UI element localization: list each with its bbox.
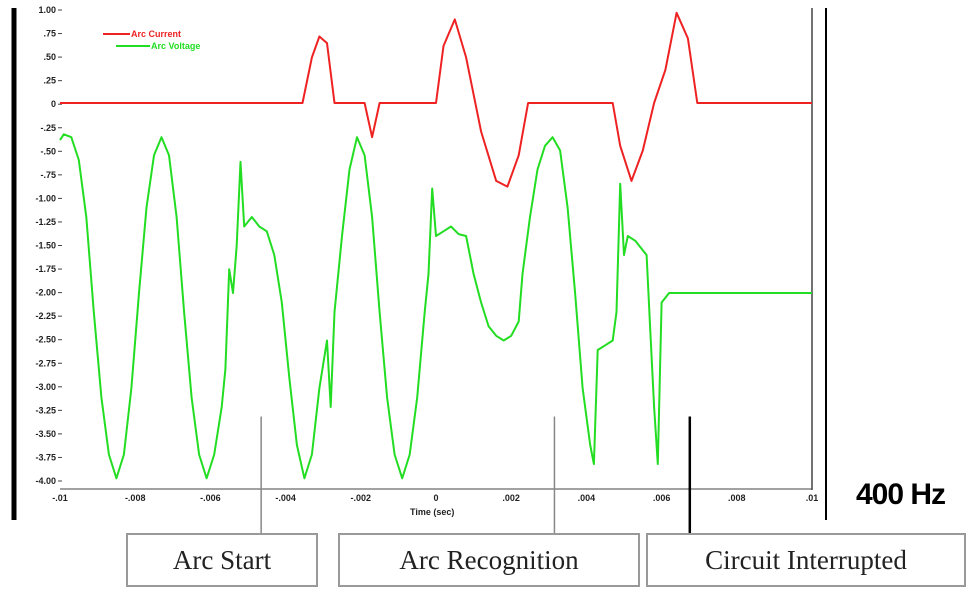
y-tick-label: -1.75 [35, 264, 56, 274]
phase-arc-start: Arc Start [126, 533, 318, 587]
phase-circuit-interrupted: Circuit Interrupted [646, 533, 966, 587]
legend-label-voltage: Arc Voltage [151, 41, 200, 51]
y-tick-label: 0 [51, 99, 56, 109]
x-tick-label: -.004 [275, 493, 296, 503]
y-tick-label: -1.50 [35, 241, 56, 251]
x-tick-label: -.002 [351, 493, 372, 503]
y-tick-label: -2.00 [35, 288, 56, 298]
y-tick-label: -3.00 [35, 382, 56, 392]
legend: Arc Current Arc Voltage [103, 29, 200, 51]
y-tick-label: -3.25 [35, 405, 56, 415]
x-tick-label: -.008 [125, 493, 146, 503]
x-tick-label: .006 [653, 493, 671, 503]
x-tick-label: -.01 [52, 493, 68, 503]
phase-markers [260, 416, 692, 555]
y-tick-label: .75 [43, 29, 56, 39]
phase-arc-recognition: Arc Recognition [338, 533, 640, 587]
x-tick-label: .002 [502, 493, 520, 503]
y-tick-label: .25 [43, 76, 56, 86]
x-tick-label: .008 [728, 493, 746, 503]
y-tick-label: -.75 [40, 170, 56, 180]
x-tick-label: -.006 [200, 493, 221, 503]
y-tick-label: .50 [43, 52, 56, 62]
frequency-label: 400 Hz [856, 478, 946, 511]
y-tick-label: -2.75 [35, 358, 56, 368]
legend-label-current: Arc Current [131, 29, 181, 39]
x-axis-label: Time (sec) [410, 507, 454, 517]
x-tick-label: 0 [433, 493, 438, 503]
y-tick-label: -1.00 [35, 193, 56, 203]
x-tick-labels: -.01 -.008 -.006 -.004 -.002 0 .002 .004 .006 .00… [52, 493, 818, 503]
y-tick-label: -2.25 [35, 311, 56, 321]
x-tick-label: .004 [578, 493, 596, 503]
y-tick-label: -3.75 [35, 452, 56, 462]
series-lines [59, 11, 812, 480]
y-tick-label: 1.00 [38, 5, 56, 15]
y-tick-label: -2.50 [35, 335, 56, 345]
y-tick-label: -.25 [40, 123, 56, 133]
series-line-arc-voltage [59, 133, 812, 480]
y-tick-label: -1.25 [35, 217, 56, 227]
y-tick-label: -3.50 [35, 429, 56, 439]
series-line-arc-current [60, 11, 812, 188]
x-tick-label: .01 [806, 493, 819, 503]
y-tick-label: -4.00 [35, 476, 56, 486]
y-tick-labels: 1.00 .75 .50 .25 0 -.25 -.50 -.75 -1.00 -1.25 -1.5… [35, 5, 62, 486]
y-tick-label: -.50 [40, 146, 56, 156]
